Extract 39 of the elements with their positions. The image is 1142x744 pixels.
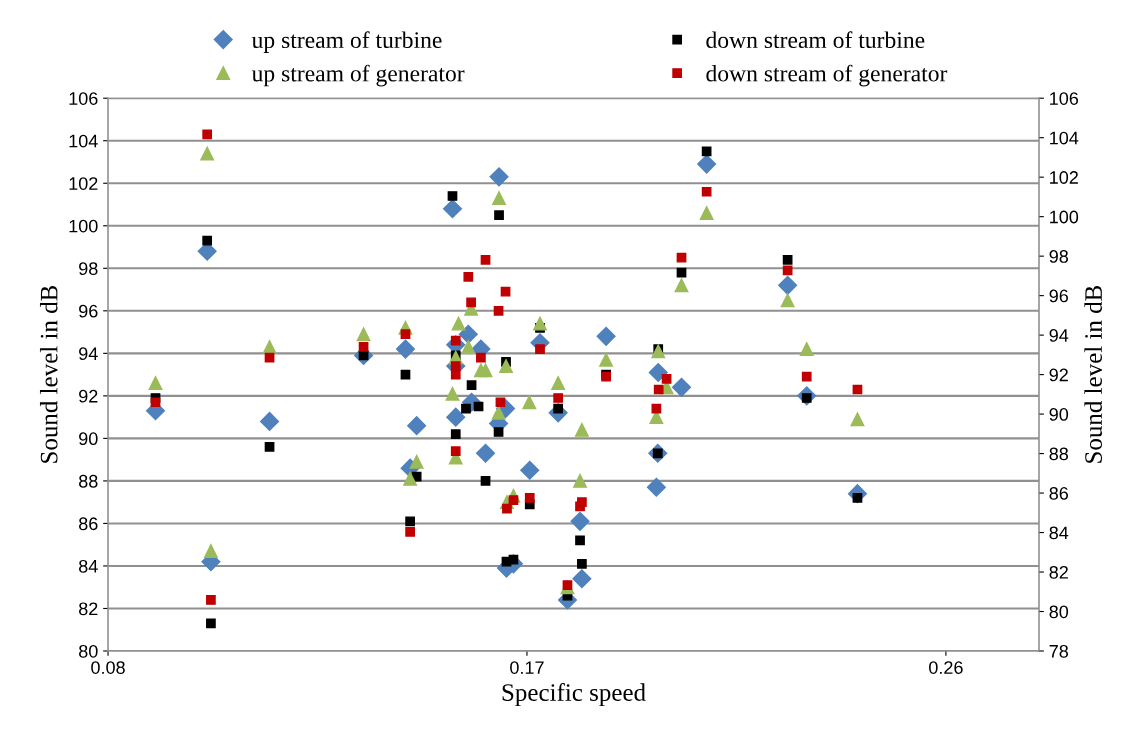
y2-axis-title: Sound level in dB	[1084, 285, 1102, 463]
x-tick-label: 0.17	[510, 661, 544, 674]
x-tick-label: 0.26	[929, 661, 963, 674]
y-tick-label: 84	[79, 559, 98, 573]
y2-tick-label: 78	[1049, 644, 1069, 658]
y2-tick-label: 104	[1050, 131, 1079, 145]
y2-tick-label: 100	[1050, 210, 1079, 224]
legend-label: up stream of generator	[251, 64, 465, 87]
y2-tick-label: 96	[1049, 289, 1068, 303]
y2-tick-label: 80	[1049, 605, 1069, 619]
y-tick-label: 100	[69, 219, 98, 233]
y2-tick-label: 86	[1049, 486, 1068, 500]
y-tick-label: 104	[69, 134, 98, 148]
y-tick-label: 90	[79, 432, 98, 446]
y2-tick-label: 102	[1050, 171, 1078, 184]
y-tick-label: 82	[79, 602, 98, 616]
y2-tick-label: 88	[1049, 447, 1069, 461]
y-tick-label: 102	[69, 177, 98, 190]
y2-tick-label: 92	[1049, 368, 1068, 382]
y-axis-title: Sound level in dB	[39, 285, 58, 463]
y-tick-label: 86	[79, 517, 98, 531]
legend-label: down stream of turbine	[706, 31, 925, 49]
y-tick-label: 88	[79, 474, 98, 488]
y-tick-label: 92	[79, 389, 98, 403]
y-tick-label: 106	[69, 92, 98, 105]
y-tick-label: 98	[79, 262, 98, 276]
x-axis-title: Specific speed	[502, 683, 646, 707]
y-tick-label: 96	[79, 304, 98, 318]
y2-tick-label: 98	[1049, 250, 1069, 263]
y2-tick-label: 84	[1049, 526, 1069, 540]
y2-tick-label: 94	[1049, 329, 1069, 342]
legend-label: down stream of generator	[706, 64, 948, 87]
y2-tick-label: 82	[1049, 565, 1068, 579]
y2-tick-label: 90	[1049, 408, 1069, 421]
legend-label: up stream of turbine	[251, 31, 442, 53]
x-tick-label: 0.08	[91, 661, 125, 674]
y-tick-label: 94	[79, 347, 98, 361]
y-tick-label: 80	[79, 644, 98, 658]
y2-tick-label: 106	[1050, 92, 1079, 105]
